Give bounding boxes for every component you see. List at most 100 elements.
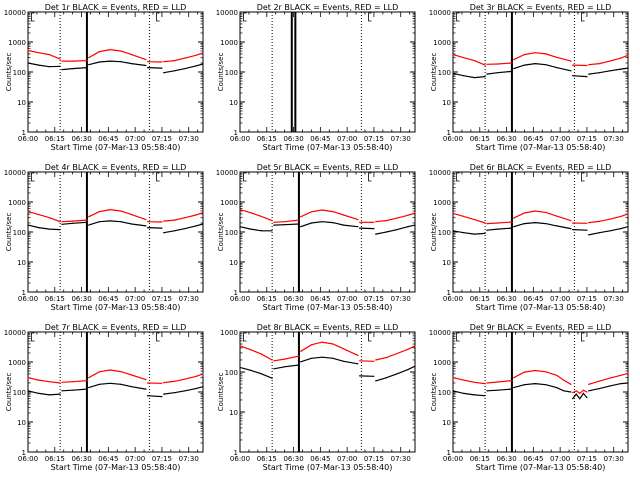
bracket-marker	[368, 12, 372, 22]
y-tick-label: 10000	[429, 329, 451, 337]
series-line-segment	[588, 382, 629, 392]
data-point	[588, 222, 590, 224]
x-tick-label: 06:30	[283, 455, 303, 463]
series-lld	[452, 369, 629, 395]
data-point	[609, 70, 611, 72]
data-point	[260, 215, 262, 217]
data-point	[497, 63, 499, 65]
y-axis-label: Counts/sec	[5, 213, 13, 252]
data-point	[120, 383, 122, 385]
data-point	[463, 379, 465, 381]
data-point	[163, 393, 165, 395]
series-line-segment	[147, 395, 162, 398]
data-point	[396, 352, 398, 355]
series-line-segment	[163, 223, 204, 234]
x-tick-label: 06:30	[283, 135, 303, 143]
data-point	[298, 355, 300, 357]
data-point	[131, 374, 133, 376]
data-point	[486, 390, 488, 392]
data-point	[523, 64, 526, 66]
x-tick-label: 07:15	[152, 135, 172, 143]
series-line-segment	[239, 366, 273, 379]
x-tick-label: 06:15	[470, 295, 490, 303]
series-line-segment	[163, 63, 204, 74]
bracket-marker	[581, 332, 585, 342]
data-point	[310, 222, 312, 224]
x-tick-label: 07:15	[152, 295, 172, 303]
data-point	[570, 391, 572, 393]
data-point	[109, 382, 111, 384]
x-tick-label: 06:00	[18, 295, 38, 303]
data-point	[473, 233, 475, 235]
series-line-segment	[452, 377, 486, 385]
data-point	[620, 383, 622, 385]
data-point	[545, 211, 547, 213]
data-point	[38, 214, 40, 216]
x-tick-label: 07:00	[125, 135, 145, 143]
data-point	[511, 70, 513, 72]
data-point	[523, 371, 526, 373]
data-point	[359, 375, 361, 377]
series-line-segment	[88, 60, 146, 67]
x-tick-label: 07:00	[125, 295, 145, 303]
x-tick-label: 06:00	[443, 455, 463, 463]
data-point	[48, 66, 51, 68]
data-point	[414, 212, 416, 214]
data-point	[27, 377, 29, 379]
y-tick-label: 1000	[8, 39, 26, 47]
x-tick-label: 07:00	[337, 295, 357, 303]
data-point	[473, 77, 475, 79]
x-tick-label: 07:00	[550, 135, 570, 143]
data-point	[627, 226, 629, 228]
panel-title: Det 7r BLACK = Events, RED = LLD	[45, 323, 187, 332]
series-line-segment	[588, 54, 629, 66]
x-tick-label: 07:15	[364, 135, 384, 143]
series-line-segment	[273, 223, 299, 226]
y-tick-label: 10000	[4, 329, 26, 337]
data-point	[59, 393, 61, 395]
data-point	[332, 222, 334, 224]
panel-det-8: Det 8r BLACK = Events, RED = LLD 1 10 100 10…	[217, 323, 416, 472]
x-tick-label: 07:00	[550, 455, 570, 463]
bracket-marker	[156, 172, 160, 182]
bracket-marker	[156, 332, 160, 342]
series-line-segment	[452, 230, 486, 235]
data-point	[545, 223, 547, 225]
data-point	[570, 228, 572, 230]
data-point	[513, 226, 515, 228]
data-point	[195, 65, 197, 67]
series-line-segment	[27, 211, 61, 223]
series-line-segment	[452, 54, 486, 66]
data-point	[486, 382, 488, 384]
x-tick-label: 06:45	[98, 135, 118, 143]
y-tick-label: 10000	[216, 9, 238, 17]
data-point	[202, 386, 204, 388]
series-line-segment	[163, 212, 204, 222]
data-point	[463, 232, 465, 234]
data-point	[88, 224, 90, 226]
data-point	[27, 224, 29, 226]
bracket-marker	[581, 12, 585, 22]
data-point	[195, 388, 197, 390]
panel-det-3: Det 3r BLACK = Events, RED = LLD 1 10 100 10…	[429, 3, 629, 152]
data-point	[61, 69, 63, 71]
data-point	[298, 364, 300, 366]
data-point	[407, 348, 409, 350]
panel-title: Det 1r BLACK = Events, RED = LLD	[45, 3, 187, 12]
series-line-segment	[486, 62, 512, 65]
series-lld	[27, 208, 204, 223]
data-point	[109, 60, 111, 62]
data-point	[273, 368, 275, 370]
series-line-segment	[88, 369, 147, 381]
data-point	[627, 54, 629, 56]
data-point	[98, 371, 100, 373]
data-point	[86, 67, 88, 69]
series-events	[452, 382, 629, 400]
data-point	[588, 234, 590, 236]
data-point	[513, 68, 515, 70]
data-point	[586, 64, 588, 67]
data-point	[271, 377, 273, 379]
x-axis-label: Start Time (07-Mar-13 05:58:40)	[263, 143, 393, 152]
x-tick-label: 07:00	[337, 455, 357, 463]
series-line-segment	[27, 377, 61, 384]
